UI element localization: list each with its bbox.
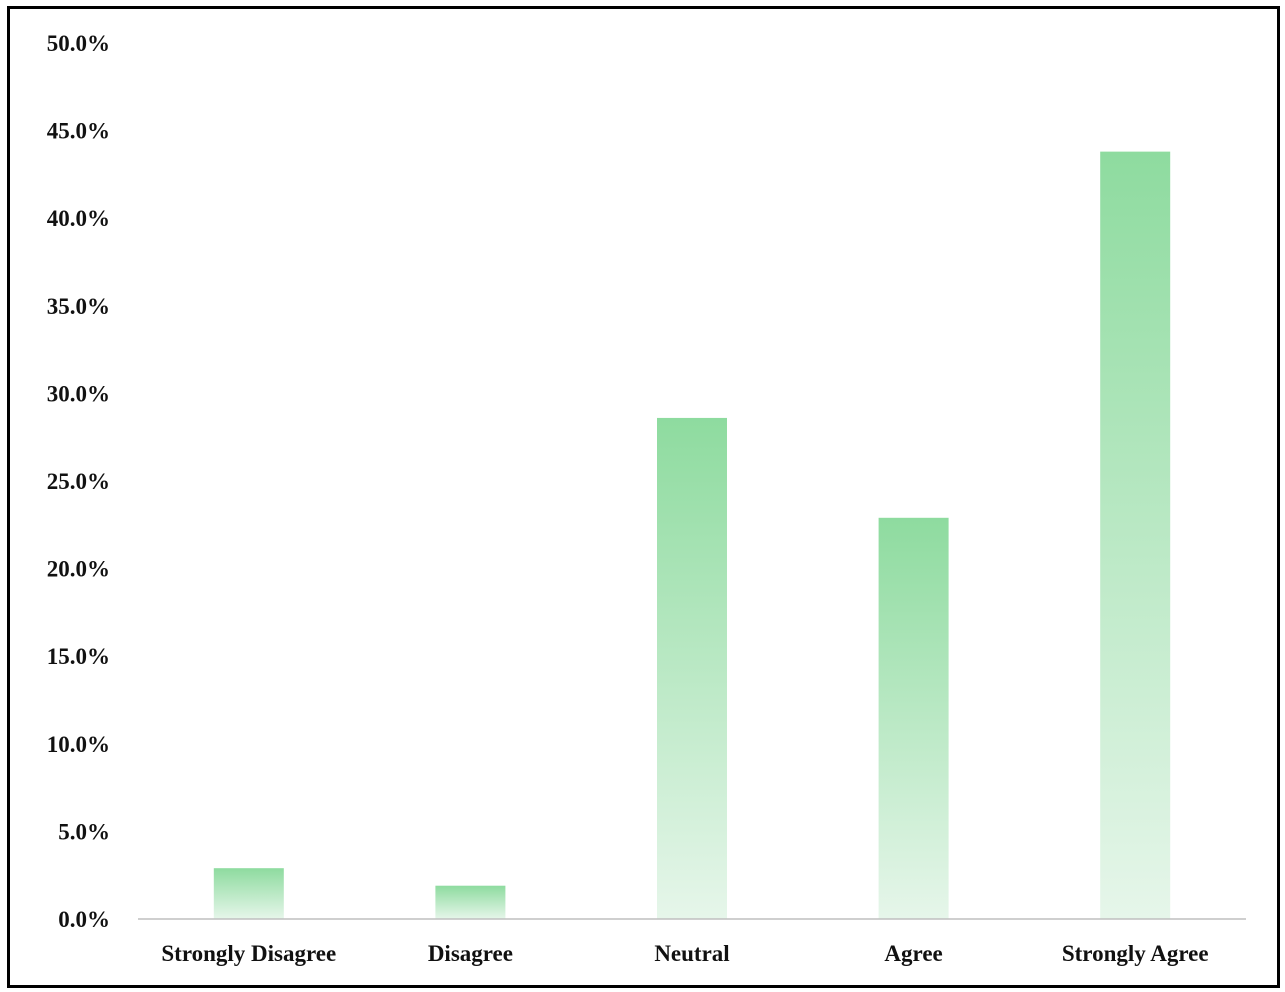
x-tick-label: Strongly Disagree — [161, 941, 336, 966]
bars — [213, 151, 1171, 919]
bar-strongly-disagree — [213, 868, 284, 919]
y-tick-label: 5.0% — [58, 819, 110, 844]
y-tick-label: 15.0% — [47, 644, 110, 669]
x-tick-label: Agree — [884, 941, 942, 966]
bar-chart: 0.0% 5.0% 10.0% 15.0% 20.0% 25.0% 30.0% 35.0% 40… — [47, 31, 1246, 966]
x-axis-labels: Strongly Disagree Disagree Neutral Agree Str… — [161, 941, 1208, 966]
x-tick-label: Disagree — [428, 941, 513, 966]
bar-agree — [878, 517, 949, 919]
y-tick-label: 50.0% — [47, 31, 110, 56]
y-tick-label: 35.0% — [47, 294, 110, 319]
y-tick-label: 25.0% — [47, 469, 110, 494]
y-tick-label: 30.0% — [47, 381, 110, 406]
y-tick-label: 0.0% — [58, 907, 110, 932]
x-tick-label: Neutral — [654, 941, 729, 966]
bar-neutral — [657, 417, 727, 919]
y-tick-label: 10.0% — [47, 732, 110, 757]
y-tick-label: 20.0% — [47, 557, 110, 582]
y-tick-label: 45.0% — [47, 119, 110, 144]
chart-frame: 0.0% 5.0% 10.0% 15.0% 20.0% 25.0% 30.0% 35.0% 40… — [7, 6, 1280, 988]
y-axis-ticks: 0.0% 5.0% 10.0% 15.0% 20.0% 25.0% 30.0% 35.0% 40… — [47, 31, 110, 932]
bar-strongly-agree — [1100, 151, 1171, 919]
x-tick-label: Strongly Agree — [1062, 941, 1209, 966]
bar-disagree — [435, 885, 506, 919]
y-tick-label: 40.0% — [47, 206, 110, 231]
